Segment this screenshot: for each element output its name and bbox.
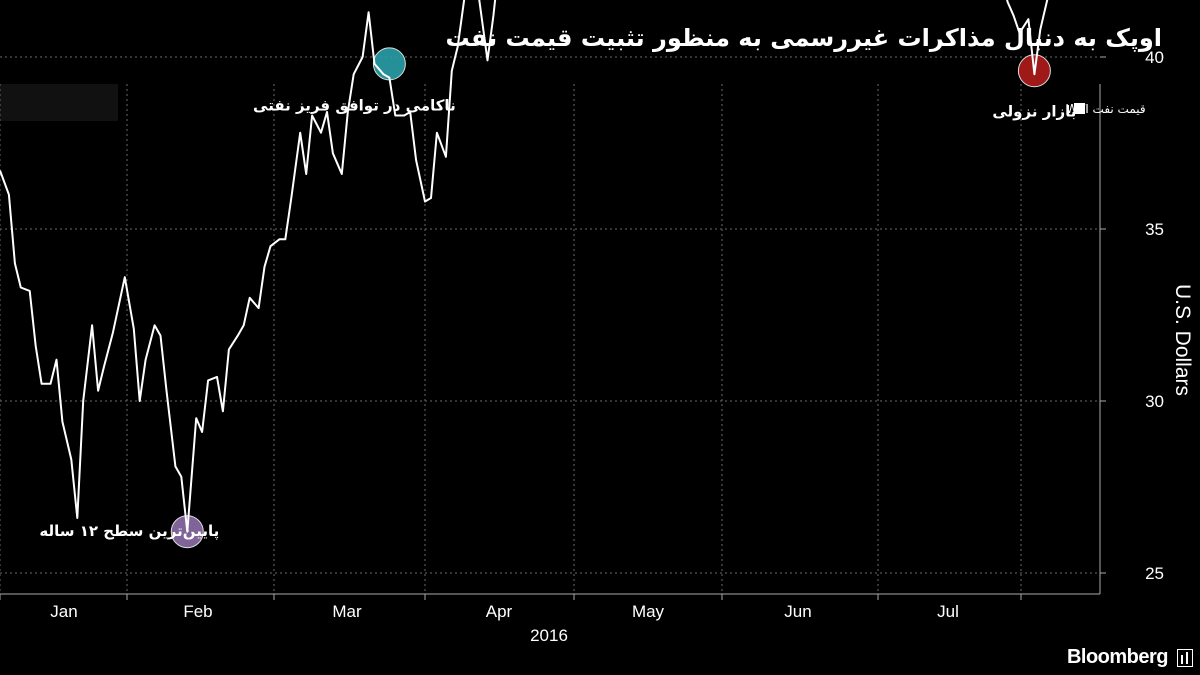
- x-tick-label: Feb: [183, 602, 212, 621]
- chart-title: اوپک به دنبال مذاکرات غیررسمی به منظور ت…: [445, 24, 1162, 52]
- dark-placeholder-box: [0, 84, 118, 121]
- y-tick-label: 25: [1145, 564, 1164, 583]
- annotation-label-4: بازار نزولی: [992, 102, 1076, 120]
- x-tick-label: Jun: [784, 602, 811, 621]
- x-tick-label: Apr: [486, 602, 513, 621]
- bloomberg-chart-icon: [1177, 649, 1193, 667]
- y-tick-label: 30: [1145, 392, 1164, 411]
- legend-label: قیمت نفت WTI: [1066, 102, 1146, 116]
- x-tick-label: Jul: [937, 602, 959, 621]
- x-tick-label: Jan: [50, 602, 77, 621]
- y-tick-label: 35: [1145, 220, 1164, 239]
- x-tick-label: Mar: [332, 602, 362, 621]
- annotation-marker-2: [372, 47, 406, 81]
- y-axis-label: U.S. Dollars: [1171, 284, 1194, 396]
- x-year-label: 2016: [530, 626, 568, 645]
- x-tick-label: May: [632, 602, 665, 621]
- series-line: [0, 0, 1049, 533]
- y-tick-label: 40: [1145, 48, 1164, 67]
- legend-swatch: [1074, 103, 1085, 114]
- annotation-label-2: ناکامی در توافق فریز نفتی: [253, 96, 456, 114]
- annotation-label-1: پایین‌ترین سطح ۱۲ ساله: [39, 522, 219, 541]
- brand-logo: Bloomberg: [1066, 646, 1169, 668]
